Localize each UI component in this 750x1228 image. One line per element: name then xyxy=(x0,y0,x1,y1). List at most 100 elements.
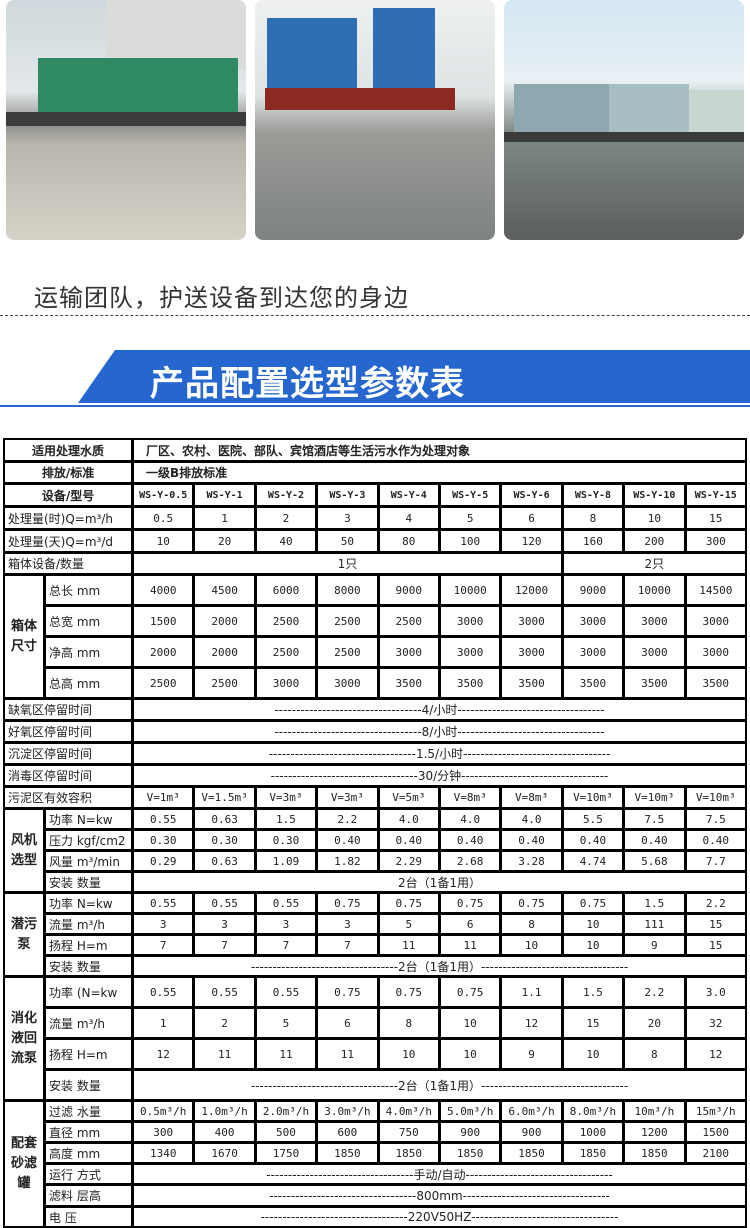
table-cell: 2.2 xyxy=(317,809,378,829)
table-cell: 300 xyxy=(685,530,746,552)
table-row: 缺氧区停留时间 ---------------------------------… xyxy=(4,699,746,720)
table-cell: 5 xyxy=(378,914,439,934)
table-cell: 7 xyxy=(194,935,255,955)
table-row: 安装 数量 2台（1备1用） xyxy=(4,872,746,892)
table-row: 安装 数量 ----------------------------------2… xyxy=(4,956,746,976)
table-cell: 2500 xyxy=(255,606,317,636)
row-label: 缺氧区停留时间 xyxy=(4,699,133,720)
table-cell: 11 xyxy=(378,935,439,955)
row-label: 安装 数量 xyxy=(45,956,133,976)
table-cell: 3500 xyxy=(439,668,501,698)
table-cell: 1.1 xyxy=(501,977,562,1007)
row-label: 流量 m³/h xyxy=(45,914,133,934)
table-cell: 500 xyxy=(255,1122,317,1142)
table-row: 箱体尺寸 总长 mm 4000 4500 6000 8000 9000 10000 12000 9… xyxy=(4,575,746,698)
row-label: 好氧区停留时间 xyxy=(4,721,133,742)
table-cell: 900 xyxy=(439,1122,501,1142)
table-cell: 1670 xyxy=(194,1143,255,1163)
table-cell: 0.40 xyxy=(562,830,624,850)
table-cell: ----------------------------------手动/自动-… xyxy=(133,1164,746,1184)
table-cell: 2.0m³/h xyxy=(255,1101,317,1121)
table-row: 风量 m³/min 0.29 0.63 1.09 1.82 2.29 2.68 3.28 4.7… xyxy=(4,851,746,871)
table-cell: 15 xyxy=(685,914,746,934)
truck-bed-shape xyxy=(6,112,246,126)
table-cell: 12 xyxy=(501,1008,562,1038)
table-cell: 11 xyxy=(255,1039,317,1069)
table-row: 高度 mm 1340 1670 1750 1850 1850 1850 1850 1850 185… xyxy=(4,1143,746,1163)
table-row: 设备/型号 WS-Y-0.5 WS-Y-1 WS-Y-2 WS-Y-3 WS-Y-4 WS-… xyxy=(4,484,746,506)
table-cell: 10000 xyxy=(439,575,501,605)
grey-tank-shape xyxy=(514,84,614,134)
table-cell: 10 xyxy=(562,914,624,934)
table-cell: 3000 xyxy=(562,606,624,636)
table-cell: 3500 xyxy=(501,668,562,698)
table-cell: 3000 xyxy=(624,637,685,667)
table-cell: 3000 xyxy=(562,637,624,667)
table-cell: 2.2 xyxy=(624,977,685,1007)
row-label: 压力 kgf/cm2 xyxy=(45,830,133,850)
table-cell: 4 xyxy=(378,507,439,529)
table-row: 直径 mm 300 400 500 600 750 900 900 1000 1200 1500 xyxy=(4,1122,746,1142)
table-row: 安装 数量 ----------------------------------2… xyxy=(4,1070,746,1100)
table-row: 滤料 层高 ----------------------------------8… xyxy=(4,1185,746,1206)
table-cell: 1850 xyxy=(317,1143,378,1163)
table-cell: 1340 xyxy=(133,1143,194,1163)
row-label: 高度 mm xyxy=(45,1143,133,1163)
table-cell: 6 xyxy=(501,507,562,529)
table-cell: 0.40 xyxy=(317,830,378,850)
table-cell: 2.68 xyxy=(439,851,501,871)
table-cell: 3000 xyxy=(439,606,501,636)
table-row: 箱体设备/数量 1只 2只 xyxy=(4,553,746,574)
table-cell: 1500 xyxy=(133,606,194,636)
table-cell: 0.40 xyxy=(378,830,439,850)
table-cell: 2500 xyxy=(133,668,194,698)
table-cell: 20 xyxy=(194,530,255,552)
table-cell: 3000 xyxy=(378,637,439,667)
table-cell: 2.29 xyxy=(378,851,439,871)
table-cell: ----------------------------------8/小时--… xyxy=(133,721,746,742)
banner-underline xyxy=(0,405,750,407)
group-label: 配套砂滤罐 xyxy=(4,1101,44,1227)
blue-tank-shape xyxy=(267,18,357,90)
table-cell: 20 xyxy=(624,1008,685,1038)
table-cell: 2500 xyxy=(194,668,255,698)
table-row: 净高 mm 2000 2000 2500 2500 3000 3000 3000 3000 300… xyxy=(4,637,746,667)
table-row: 总宽 mm 1500 2000 2500 2500 2500 3000 3000 3000 300… xyxy=(4,606,746,636)
table-cell: 160 xyxy=(562,530,624,552)
table-cell: WS-Y-1 xyxy=(194,484,255,506)
table-cell: 7 xyxy=(317,935,378,955)
table-cell: V=10m³ xyxy=(562,787,624,808)
table-cell: 12000 xyxy=(501,575,562,605)
table-row: 处理量(天)Q=m³/d 10 20 40 50 80 100 120 160 200 300 xyxy=(4,530,746,552)
table-cell: 14500 xyxy=(685,575,746,605)
table-row: 流量 m³/h 3 3 3 3 5 6 8 10 111 15 xyxy=(4,914,746,934)
table-cell: 15 xyxy=(562,1008,624,1038)
table-row: 总高 mm 2500 2500 3000 3000 3500 3500 3500 3500 350… xyxy=(4,668,746,698)
table-cell: 9 xyxy=(624,935,685,955)
truck-cab-shape xyxy=(265,88,455,110)
table-cell: 2只 xyxy=(562,553,746,574)
table-cell: V=1.5m³ xyxy=(194,787,255,808)
table-cell: 2000 xyxy=(133,637,194,667)
table-row: 扬程 H=m 7 7 7 7 11 11 10 10 9 15 xyxy=(4,935,746,955)
table-cell: ----------------------------------2台（1备1… xyxy=(133,1070,746,1100)
table-row: 好氧区停留时间 ---------------------------------… xyxy=(4,721,746,742)
table-cell: V=10m³ xyxy=(624,787,685,808)
table-cell: 1.82 xyxy=(317,851,378,871)
group-label: 箱体尺寸 xyxy=(4,575,44,698)
table-cell: 8 xyxy=(624,1039,685,1069)
grey-tank-shape xyxy=(609,84,689,132)
table-cell: 2500 xyxy=(378,606,439,636)
table-cell: 15m³/h xyxy=(685,1101,746,1121)
table-cell: 7.7 xyxy=(685,851,746,871)
table-row: 风机选型 功率 N=kw 0.55 0.63 1.5 2.2 4.0 4.0 4.0 5.5 7.5… xyxy=(4,809,746,892)
table-row: 扬程 H=m 12 11 11 11 10 10 9 10 8 12 xyxy=(4,1039,746,1069)
table-row: 配套砂滤罐 过滤 水量 0.5m³/h 1.0m³/h 2.0m³/h 3.0m³/h 4.… xyxy=(4,1101,746,1227)
table-cell: 10 xyxy=(439,1039,501,1069)
table-cell: 5 xyxy=(255,1008,317,1038)
table-cell: 6 xyxy=(439,914,501,934)
table-cell: 11 xyxy=(439,935,501,955)
table-cell: 10000 xyxy=(624,575,685,605)
table-cell: 200 xyxy=(624,530,685,552)
table-cell: 11 xyxy=(317,1039,378,1069)
